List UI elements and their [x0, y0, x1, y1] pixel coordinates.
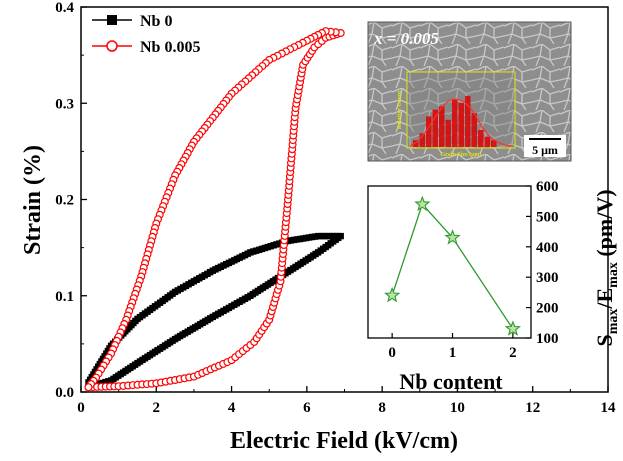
histogram-bar [413, 140, 419, 147]
x-tick-label: 12 [525, 400, 540, 416]
y-tick-label: 0.1 [55, 289, 74, 305]
x-tick-label: 6 [303, 400, 311, 416]
histogram-fit-curve [409, 98, 513, 147]
inset-y-tick-label: 500 [536, 209, 559, 225]
histogram-bar [458, 102, 464, 147]
legend-label-nb0: Nb 0 [140, 13, 172, 30]
y-tick-label: 0.3 [55, 96, 74, 112]
inset-star-marker [504, 320, 521, 336]
x-tick-label: 10 [450, 400, 465, 416]
inset-ticks: 0 1 2 100 200 300 400 500 600 [388, 179, 558, 361]
inset-star-marker [384, 286, 401, 303]
histogram-bar [445, 119, 451, 147]
legend-marker-nb0005 [106, 40, 118, 52]
histogram-bar [465, 96, 471, 147]
inset-x-tick-label: 2 [509, 345, 517, 361]
inset-y-tick-label: 600 [536, 179, 559, 195]
sem-image-inset: x = 0.005 Grain Size (μm) Relative Count… [367, 21, 572, 162]
inset-star-marker [414, 195, 431, 212]
inset-y-tick-label: 200 [536, 301, 559, 317]
x-tick-label: 8 [378, 400, 386, 416]
histogram-bar [419, 133, 425, 147]
inset-plot-area: 0 1 2 100 200 300 400 500 600 [367, 179, 559, 361]
inset-series [384, 195, 521, 336]
histogram-bar [452, 99, 458, 147]
legend: Nb 0 Nb 0.005 [92, 13, 200, 56]
y-tick-label: 0.4 [55, 0, 74, 16]
histogram-bar [432, 109, 438, 147]
histogram-bar [439, 106, 445, 147]
histogram-bar [471, 113, 477, 147]
main-plot-area: 0 2 4 6 8 10 12 140.00.10.20.30.4 [55, 0, 616, 416]
inset-axes-frame [367, 185, 532, 339]
inset-series-line [391, 202, 514, 330]
y-tick-label: 0.2 [55, 193, 74, 209]
histogram-bar [426, 116, 432, 147]
inset-y-tick-label: 300 [536, 270, 559, 286]
scale-bar-box [524, 135, 566, 157]
inset-y-tick-label: 100 [536, 331, 559, 347]
histogram-bars [409, 96, 513, 147]
main-ticks: 0 2 4 6 8 10 12 140.00.10.20.30.4 [55, 0, 616, 416]
legend-marker-nb0 [107, 15, 117, 25]
inset-star-marker [444, 229, 461, 245]
inset-y-axis-label: Smax/Emax (pm/V) [592, 189, 621, 346]
inset-x-tick-label: 1 [449, 345, 457, 361]
histogram-y-label: Relative Count [397, 91, 403, 130]
histogram-bar [491, 140, 497, 147]
data-point [84, 383, 93, 392]
histogram-x-label: Grain Size (μm) [440, 151, 481, 158]
scale-bar-label: 5 μm [532, 143, 558, 157]
sem-label: x = 0.005 [373, 29, 439, 48]
inset-x-axis-label: Nb content [399, 369, 503, 394]
x-tick-label: 0 [77, 400, 85, 416]
histogram-bar [478, 130, 484, 147]
main-series [84, 27, 345, 392]
inset-y-tick-label: 400 [536, 240, 559, 256]
main-x-axis-label: Electric Field (kV/cm) [230, 428, 458, 454]
legend-label-nb0005: Nb 0.005 [140, 39, 200, 56]
inset-x-tick-label: 0 [388, 345, 396, 361]
histogram-bar [484, 136, 490, 147]
grain-size-histogram: Grain Size (μm) Relative Count [397, 71, 516, 158]
x-tick-label: 2 [153, 400, 161, 416]
main-y-axis-label: Strain (%) [20, 145, 46, 255]
y-tick-label: 0.0 [55, 385, 74, 401]
x-tick-label: 14 [601, 400, 617, 416]
x-tick-label: 4 [228, 400, 236, 416]
